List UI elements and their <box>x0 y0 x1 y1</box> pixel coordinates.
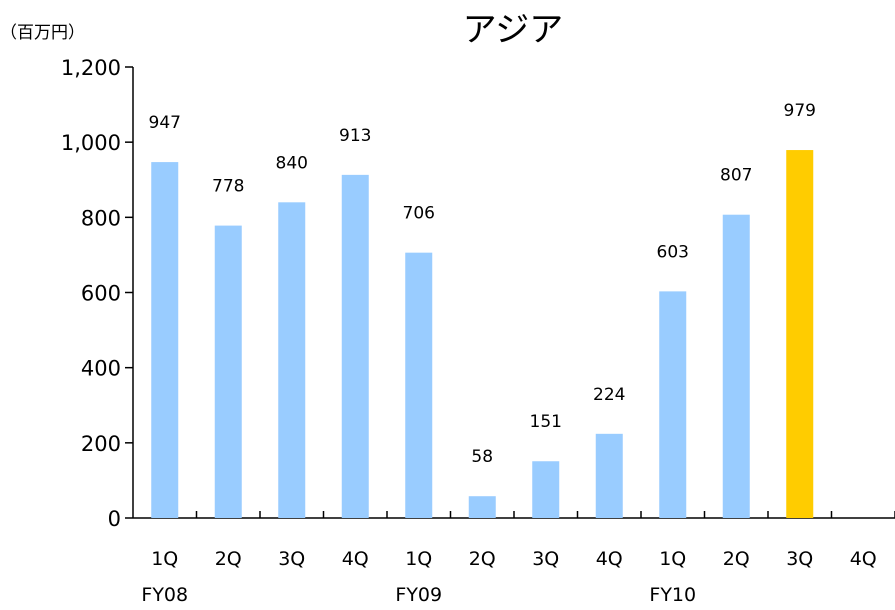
bar <box>214 225 242 518</box>
data-label: 151 <box>530 412 562 432</box>
data-label: 947 <box>149 113 181 133</box>
data-label: 603 <box>657 242 689 262</box>
bar-series <box>151 150 814 519</box>
x-tick-label: 1Q <box>151 548 178 570</box>
x-tick-label: 2Q <box>469 548 496 570</box>
data-label: 913 <box>339 126 371 146</box>
bar <box>151 162 179 519</box>
data-label: 807 <box>720 166 752 186</box>
x-group-label: FY09 <box>395 584 442 606</box>
data-label: 840 <box>276 153 308 173</box>
data-label: 58 <box>471 447 493 467</box>
x-tick-label: 2Q <box>723 548 750 570</box>
unit-label: （百万円） <box>0 23 85 43</box>
y-tick-label: 800 <box>81 206 121 230</box>
bar <box>468 496 496 518</box>
x-tick-label: 2Q <box>215 548 242 570</box>
x-group-label: FY08 <box>141 584 188 606</box>
y-tick-label: 400 <box>81 357 121 381</box>
bar <box>532 461 560 518</box>
y-tick-label: 1,200 <box>61 56 121 80</box>
x-tick-label: 3Q <box>532 548 559 570</box>
x-tick-label: 3Q <box>786 548 813 570</box>
data-labels: 947 778 840 913 706 58 151 224 603 807 979 <box>149 101 816 467</box>
y-tick-label: 200 <box>81 432 121 456</box>
data-label: 979 <box>784 101 816 121</box>
x-axis: 1Q 2Q 3Q 4Q 1Q 2Q 3Q 4Q 1Q 2Q 3Q 4Q FY08 FY09 FY10 <box>133 511 895 606</box>
x-tick-label: 4Q <box>342 548 369 570</box>
y-tick-label: 1,000 <box>61 131 121 155</box>
x-group-label: FY10 <box>649 584 696 606</box>
bar <box>405 252 433 518</box>
bar <box>278 202 306 519</box>
bar <box>722 214 750 518</box>
y-tick-label: 600 <box>81 282 121 306</box>
y-tick-label: 0 <box>108 507 121 531</box>
bar <box>659 291 687 518</box>
x-tick-label: 3Q <box>278 548 305 570</box>
x-tick-label: 1Q <box>405 548 432 570</box>
data-label: 224 <box>593 385 625 405</box>
x-tick-label: 4Q <box>596 548 623 570</box>
x-tick-label: 4Q <box>850 548 877 570</box>
bar <box>595 433 623 518</box>
y-axis: 0 200 400 600 800 1,000 1,200 <box>61 56 134 531</box>
bar <box>786 150 814 518</box>
data-label: 706 <box>403 204 435 224</box>
chart-title: アジア <box>463 10 564 50</box>
x-tick-label: 1Q <box>659 548 686 570</box>
bar <box>341 174 369 518</box>
data-label: 778 <box>212 177 244 197</box>
